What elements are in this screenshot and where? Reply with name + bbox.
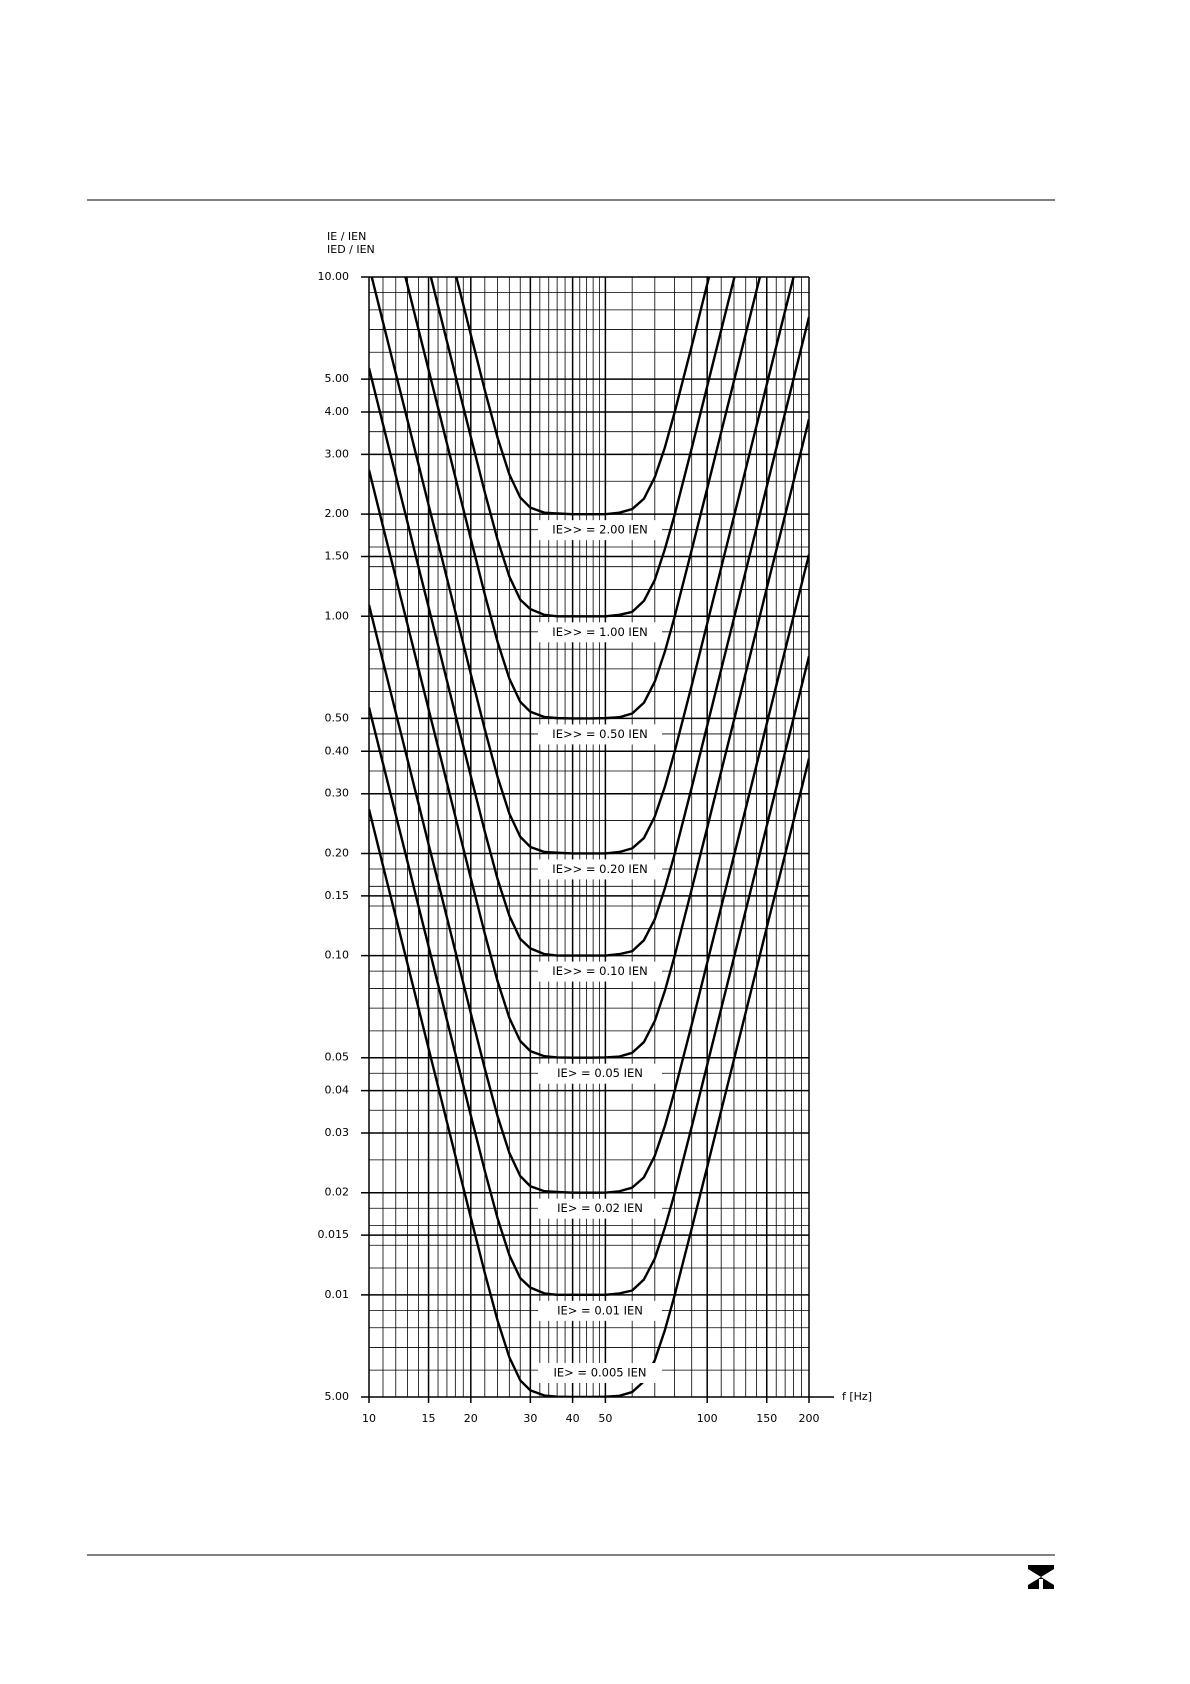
label-box bbox=[538, 859, 662, 880]
y-axis-label: IE / IEN bbox=[327, 230, 366, 243]
label-box bbox=[538, 1363, 662, 1383]
label-box bbox=[538, 520, 662, 541]
series-label: IE> = 0.02 IEN bbox=[557, 1201, 643, 1215]
y-tick-label: 2.00 bbox=[325, 507, 350, 520]
y-tick-label: 0.20 bbox=[325, 846, 350, 859]
curve bbox=[369, 656, 809, 1297]
y-tick-label: 0.03 bbox=[325, 1126, 350, 1139]
label-box bbox=[538, 1300, 662, 1321]
series-label: IE>> = 2.00 IEN bbox=[552, 523, 647, 537]
curve bbox=[369, 316, 809, 957]
y-tick-label: 0.50 bbox=[325, 711, 350, 724]
logo bbox=[1028, 1565, 1054, 1589]
label-box bbox=[538, 961, 662, 982]
label-box bbox=[538, 622, 662, 643]
curve bbox=[370, 277, 795, 855]
labels: IE>> = 2.00 IEN IE>> = 1.00 IEN IE>> = 0.5… bbox=[538, 520, 662, 1383]
series-label: IE>> = 0.20 IEN bbox=[552, 862, 647, 876]
x-tick-label: 40 bbox=[566, 1412, 580, 1425]
curve bbox=[455, 277, 711, 516]
y-tick-label: 1.50 bbox=[325, 550, 350, 563]
x-tick-label: 50 bbox=[598, 1412, 612, 1425]
y-tick-label: 5.00 bbox=[325, 1390, 350, 1403]
y-tick-label: 0.01 bbox=[325, 1288, 350, 1301]
y-tick-label: 0.02 bbox=[325, 1186, 350, 1199]
x-tick-label: 100 bbox=[697, 1412, 718, 1425]
label-box bbox=[538, 1063, 662, 1084]
y-tick-label: 0.40 bbox=[325, 744, 350, 757]
y-tick-label: 0.15 bbox=[325, 889, 350, 902]
curve bbox=[429, 277, 736, 618]
x-tick-label: 15 bbox=[422, 1412, 436, 1425]
label-box bbox=[538, 724, 662, 745]
y-tick-label: 0.05 bbox=[325, 1051, 350, 1064]
y-tick-label: 0.10 bbox=[325, 949, 350, 962]
y-axis-label: IED / IEN bbox=[327, 243, 375, 256]
series-label: IE>> = 0.10 IEN bbox=[552, 964, 647, 978]
y-tick-label: 0.30 bbox=[325, 787, 350, 800]
series-label: IE> = 0.01 IEN bbox=[557, 1303, 643, 1317]
x-tick-label: 20 bbox=[464, 1412, 478, 1425]
x-tick-label: 30 bbox=[523, 1412, 537, 1425]
curve bbox=[369, 418, 809, 1059]
y-tick-label: 4.00 bbox=[325, 405, 350, 418]
series-label: IE> = 0.005 IEN bbox=[553, 1366, 646, 1380]
series-label: IE> = 0.05 IEN bbox=[557, 1066, 643, 1080]
y-tick-label: 5.00 bbox=[325, 372, 350, 385]
y-tick-label: 3.00 bbox=[325, 447, 350, 460]
series-label: IE>> = 0.50 IEN bbox=[552, 727, 647, 741]
series-label: IE>> = 1.00 IEN bbox=[552, 625, 647, 639]
y-tick-label: 10.00 bbox=[318, 270, 350, 283]
y-tick-label: 0.015 bbox=[318, 1228, 350, 1241]
curve bbox=[404, 277, 762, 720]
y-tick-label: 0.04 bbox=[325, 1084, 350, 1097]
x-tick-label: 200 bbox=[799, 1412, 820, 1425]
x-tick-label: 150 bbox=[756, 1412, 777, 1425]
x-tick-label: 10 bbox=[362, 1412, 376, 1425]
label-box bbox=[538, 1198, 662, 1219]
x-axis-label: f [Hz] bbox=[842, 1390, 872, 1403]
curves bbox=[369, 277, 809, 1397]
curve bbox=[369, 758, 809, 1397]
y-tick-label: 1.00 bbox=[325, 609, 350, 622]
grid: 10 15 20 30 40 50 100 150 200 10.00 5.00 4.00 3.00 2.… bbox=[318, 270, 834, 1425]
curve bbox=[369, 554, 809, 1194]
